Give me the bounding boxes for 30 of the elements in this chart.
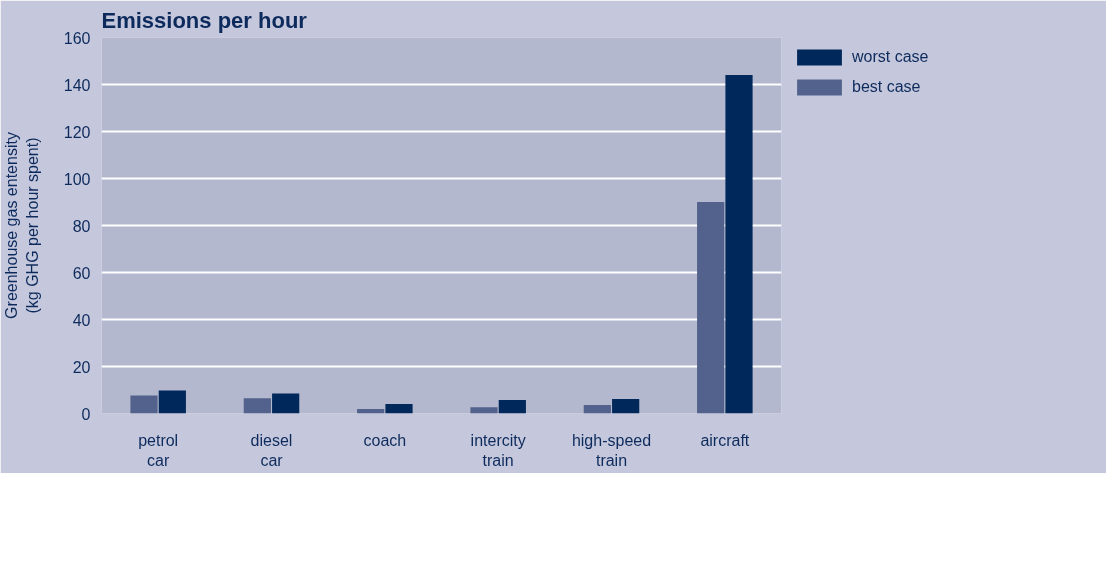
x-tick-label: high-speed train <box>571 431 652 469</box>
x-tick-label: aircraft <box>700 431 750 449</box>
bar <box>498 400 526 414</box>
x-tick-label: diesel car <box>250 431 293 469</box>
y-tick-label: 160 <box>63 29 91 47</box>
y-tick-label: 140 <box>63 76 91 94</box>
chart-title: Emissions per hour <box>101 7 308 33</box>
bar <box>583 405 611 414</box>
y-tick-label: 120 <box>63 123 91 141</box>
y-tick-label: 40 <box>72 311 91 329</box>
bar <box>470 407 498 414</box>
bar <box>725 75 753 414</box>
y-tick-label: 80 <box>72 217 91 235</box>
bar <box>385 404 413 414</box>
y-tick-label: 0 <box>81 405 91 423</box>
y-axis-title: Greenhouse gas entensity (kg GHG per hour spent) <box>3 132 41 319</box>
y-tick-label: 60 <box>72 264 91 282</box>
bar <box>130 395 158 414</box>
legend-label: best case <box>852 78 921 96</box>
bar <box>243 398 271 414</box>
x-tick-label: intercity train <box>470 431 526 469</box>
y-tick-label: 20 <box>72 358 91 376</box>
bar <box>272 393 300 414</box>
x-tick-label: petrol car <box>138 431 179 469</box>
y-tick-label: 100 <box>63 170 91 188</box>
legend-label: worst case <box>852 48 929 66</box>
bar <box>158 390 186 414</box>
bar <box>612 398 640 414</box>
bar <box>697 202 725 414</box>
x-tick-label: coach <box>363 431 407 449</box>
